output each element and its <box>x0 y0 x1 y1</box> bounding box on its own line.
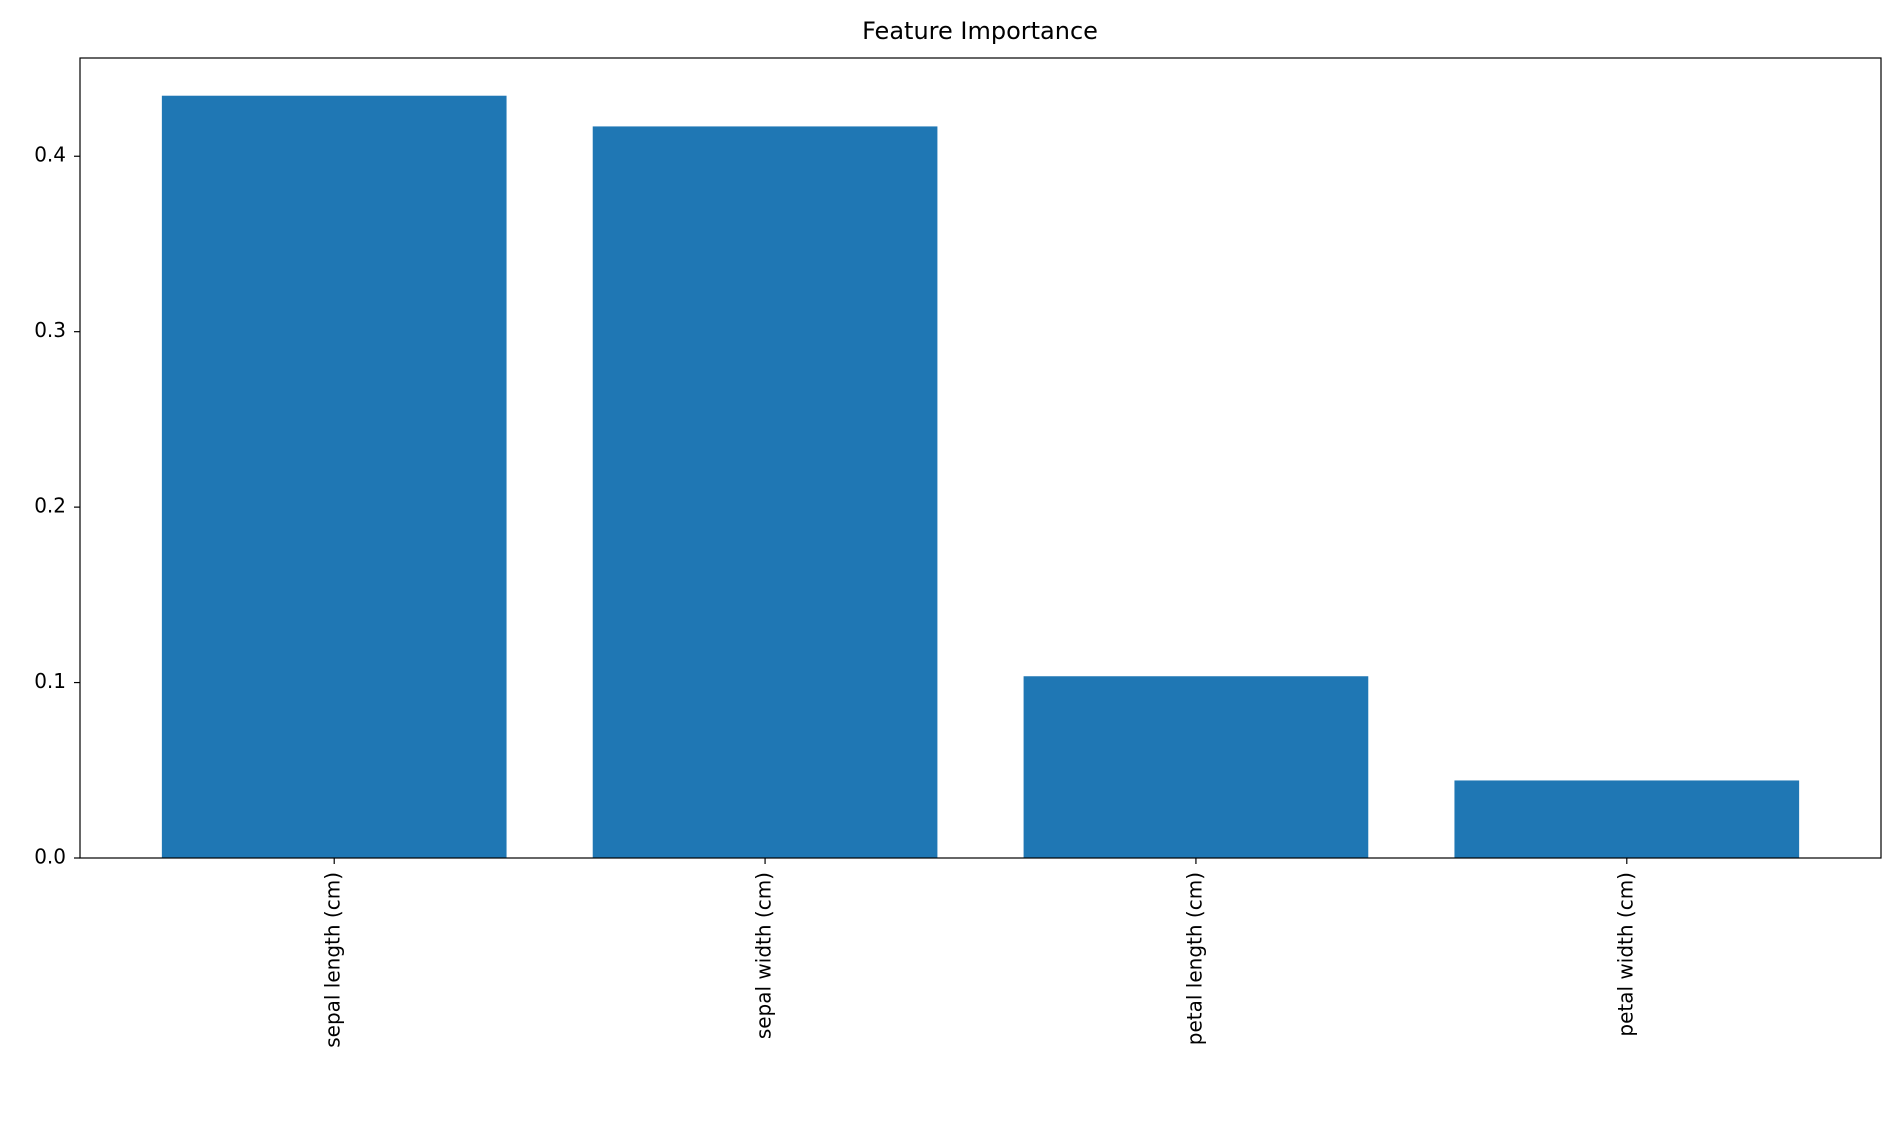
bar <box>1023 676 1369 858</box>
y-tick-label: 0.3 <box>34 318 66 342</box>
y-tick-label: 0.2 <box>34 494 66 518</box>
x-tick-label: petal length (cm) <box>1182 872 1206 1045</box>
y-tick-label: 0.1 <box>34 669 66 693</box>
x-tick-label: sepal length (cm) <box>321 872 345 1048</box>
bar <box>1454 780 1800 858</box>
bar <box>592 126 938 859</box>
y-tick-label: 0.4 <box>34 143 66 167</box>
x-tick-label: petal width (cm) <box>1613 872 1637 1037</box>
bar <box>161 95 507 858</box>
axes-frame <box>79 57 1882 859</box>
chart-title: Feature Importance <box>862 17 1098 45</box>
x-tick-label: sepal width (cm) <box>752 872 776 1039</box>
y-tick-label: 0.0 <box>34 845 66 869</box>
